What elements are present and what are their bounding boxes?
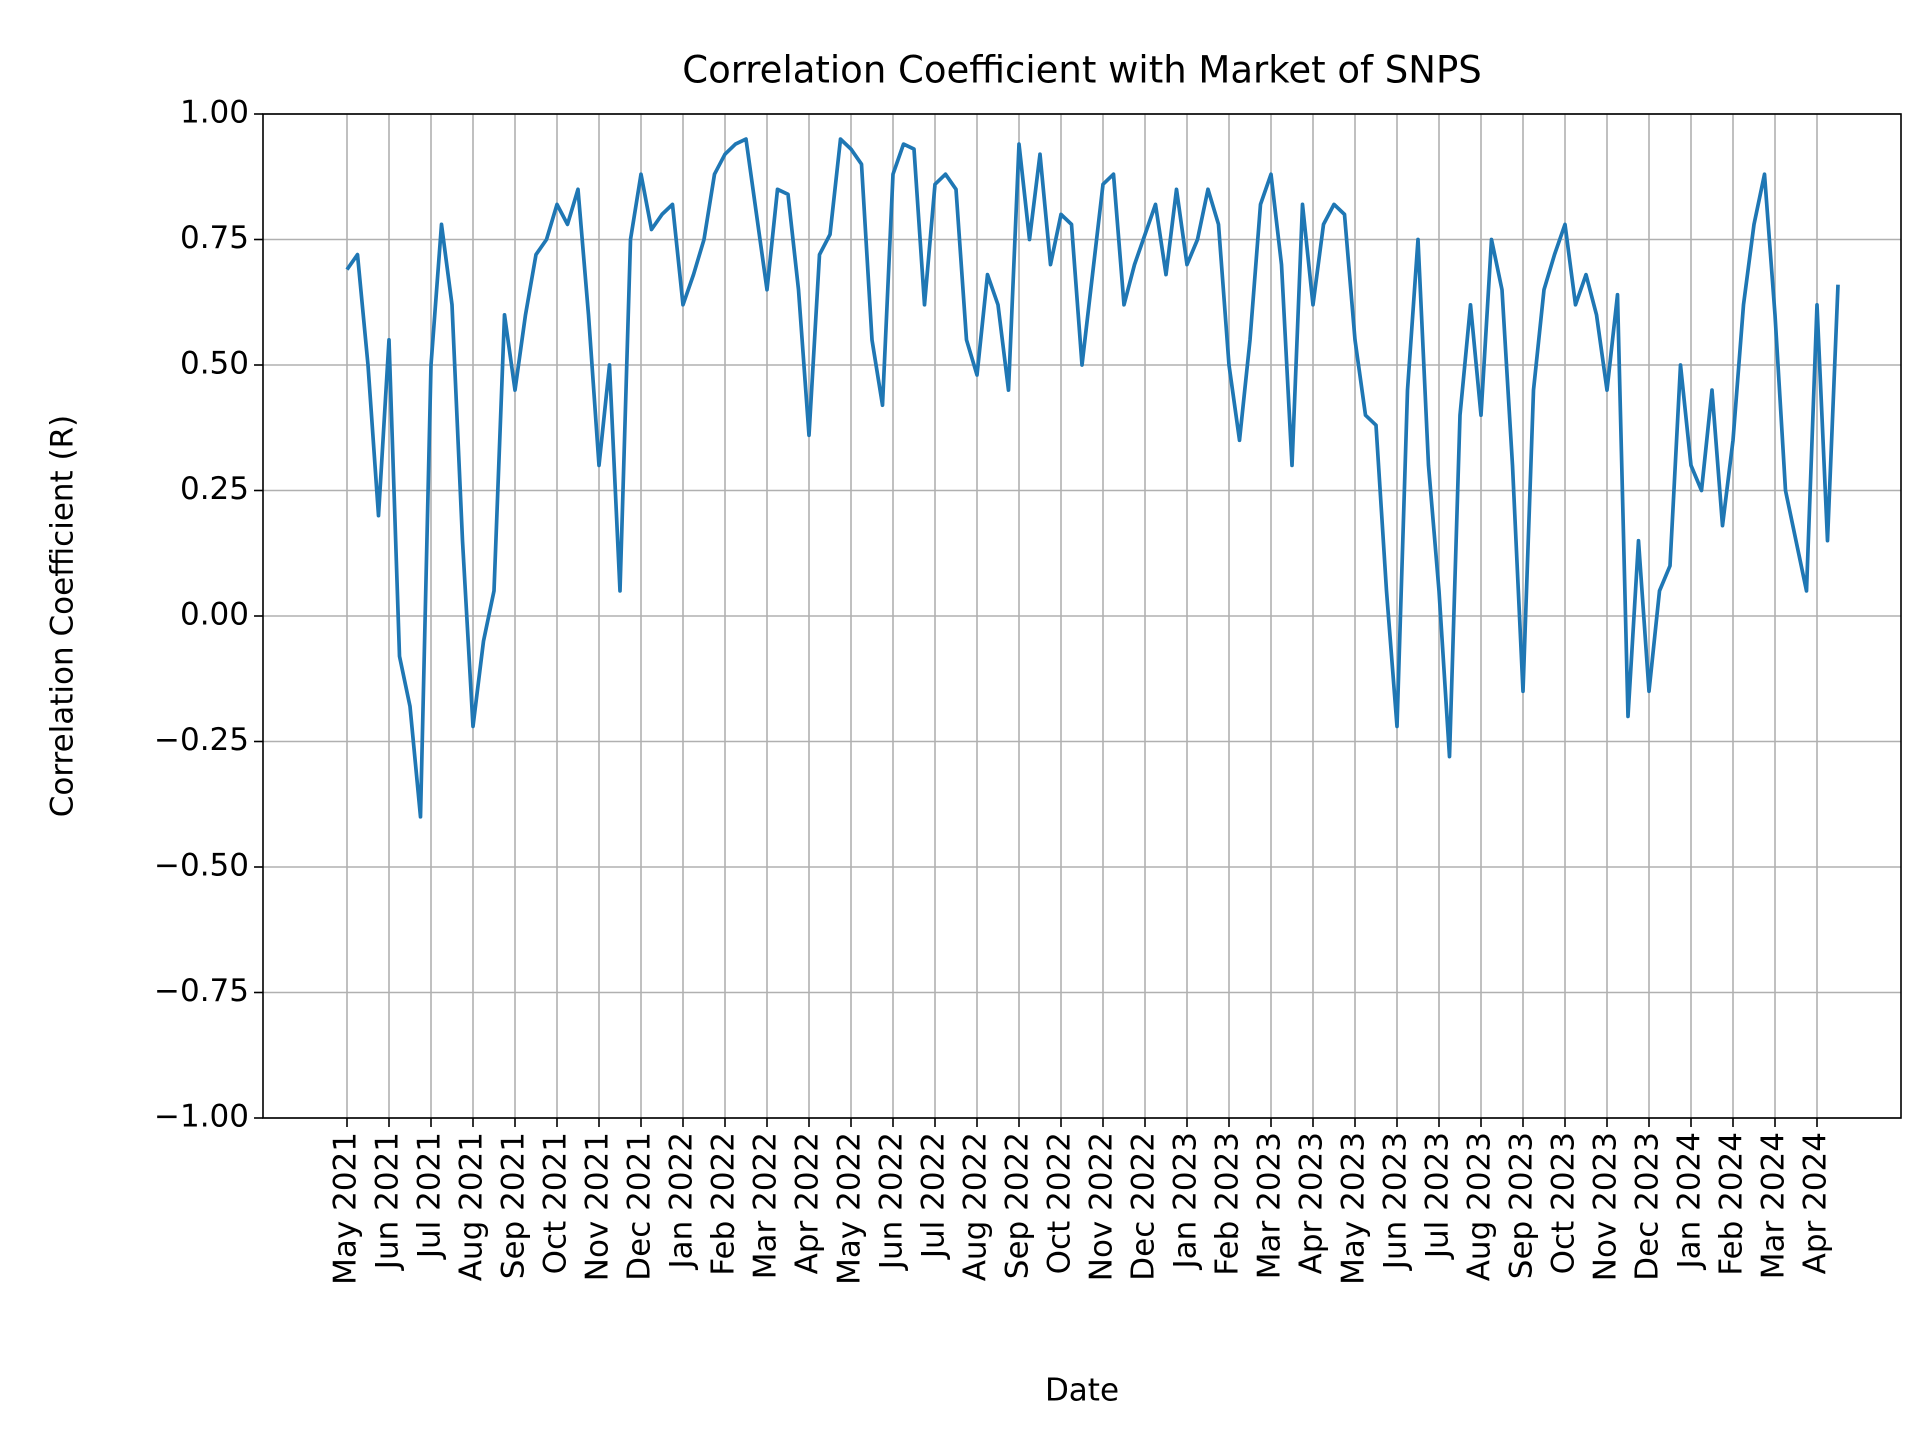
x-tick-label: May 2021 (328, 1132, 364, 1285)
x-tick-label: Mar 2023 (1252, 1132, 1288, 1279)
x-tick-label: Nov 2021 (580, 1132, 616, 1281)
x-tick-label: Aug 2021 (454, 1132, 490, 1281)
x-tick-label: Jul 2023 (1420, 1132, 1456, 1260)
x-tick-label: Jun 2023 (1378, 1132, 1414, 1271)
x-axis-label: Date (1045, 1373, 1119, 1409)
x-tick-label: May 2023 (1336, 1132, 1372, 1285)
x-tick-label: Sep 2021 (496, 1132, 532, 1279)
y-tick-label: 1.00 (180, 95, 249, 131)
plot-frame (262, 113, 1902, 1119)
x-tick-label: Oct 2022 (1042, 1132, 1078, 1274)
x-tick-label: Jan 2023 (1168, 1132, 1204, 1271)
y-axis-label: Correlation Coefficient (R) (45, 415, 81, 818)
y-tick-label: 0.25 (180, 471, 249, 507)
x-tick-label: Mar 2022 (748, 1132, 784, 1279)
y-tick-label: −0.50 (154, 848, 249, 884)
chart-title: Correlation Coefficient with Market of S… (682, 49, 1482, 92)
line-series (345, 137, 1840, 819)
x-tick-label: Mar 2024 (1756, 1132, 1792, 1279)
x-tick-label: Sep 2022 (1000, 1132, 1036, 1279)
x-tick-label: Jul 2021 (412, 1132, 448, 1260)
y-tick-label: 0.50 (180, 346, 249, 382)
x-tick-label: Feb 2022 (706, 1132, 742, 1276)
x-tick-label: Oct 2021 (538, 1132, 574, 1274)
x-tick-label: Nov 2023 (1588, 1132, 1624, 1281)
x-tick-label: Feb 2024 (1714, 1132, 1750, 1276)
x-tick-label: Aug 2022 (958, 1132, 994, 1281)
x-tick-label: Oct 2023 (1546, 1132, 1582, 1274)
x-tick-label: Dec 2022 (1126, 1132, 1162, 1281)
y-tick-label: −0.75 (154, 973, 249, 1009)
x-tick-label: Apr 2024 (1798, 1132, 1834, 1274)
x-tick-label: Jan 2022 (664, 1132, 700, 1271)
y-tick-label: −0.25 (154, 722, 249, 758)
x-tick-label: Feb 2023 (1210, 1132, 1246, 1276)
x-tick-label: May 2022 (832, 1132, 868, 1285)
x-tick-label: Nov 2022 (1084, 1132, 1120, 1281)
x-tick-label: Jan 2024 (1672, 1132, 1708, 1271)
y-tick-label: 0.75 (180, 220, 249, 256)
x-tick-label: Apr 2023 (1294, 1132, 1330, 1274)
x-tick-label: Dec 2023 (1630, 1132, 1666, 1281)
y-tick-label: −1.00 (154, 1099, 249, 1135)
y-tick-label: 0.00 (180, 597, 249, 633)
x-tick-label: Jun 2021 (370, 1132, 406, 1271)
x-tick-label: Jul 2022 (916, 1132, 952, 1260)
x-tick-label: Sep 2023 (1504, 1132, 1540, 1279)
x-tick-label: Jun 2022 (874, 1132, 910, 1271)
x-tick-label: Dec 2021 (622, 1132, 658, 1281)
x-tick-label: Aug 2023 (1462, 1132, 1498, 1281)
x-tick-label: Apr 2022 (790, 1132, 826, 1274)
